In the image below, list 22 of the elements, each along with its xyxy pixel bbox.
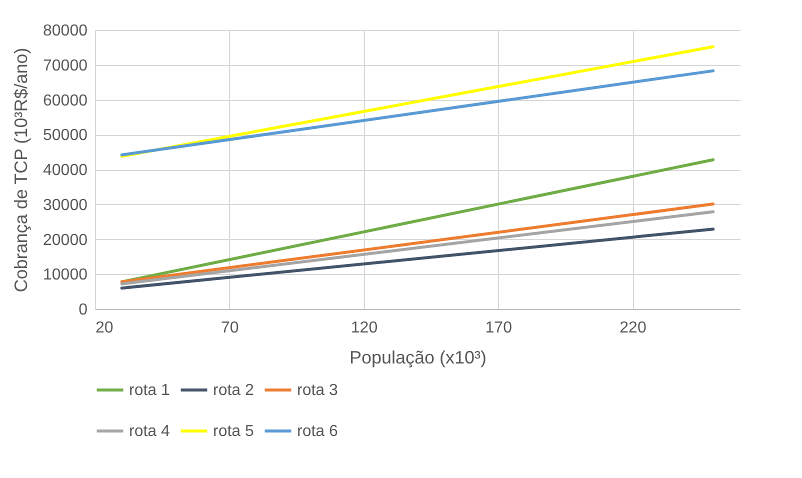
y-tick-label: 80000 [43,22,88,40]
y-tick-label: 40000 [43,162,88,179]
legend-label: rota 1 [129,382,170,399]
x-tick-label: 220 [620,320,646,336]
x-tick-label: 170 [485,320,512,336]
y-axis-title: Cobrança de TCP (10³R$/ano) [11,48,32,292]
legend-label: rota 2 [213,382,254,399]
y-tick-label: 0 [78,302,88,318]
y-tick-label: 20000 [43,232,88,249]
y-tick-label: 70000 [43,57,88,74]
y-tick-label: 50000 [43,127,88,144]
y-tick-label: 30000 [43,196,88,214]
legend-label: rota 6 [297,423,338,440]
y-tick-label: 60000 [43,92,88,110]
legend-label: rota 3 [297,382,338,399]
x-tick-label: 20 [96,320,114,336]
legend-label: rota 4 [129,423,170,440]
x-axis-title: População (x10³) [349,348,487,368]
x-tick-label: 120 [350,320,378,336]
x-tick-label: 70 [220,320,239,336]
y-tick-label: 10000 [43,266,88,284]
legend-label: rota 5 [213,423,254,440]
